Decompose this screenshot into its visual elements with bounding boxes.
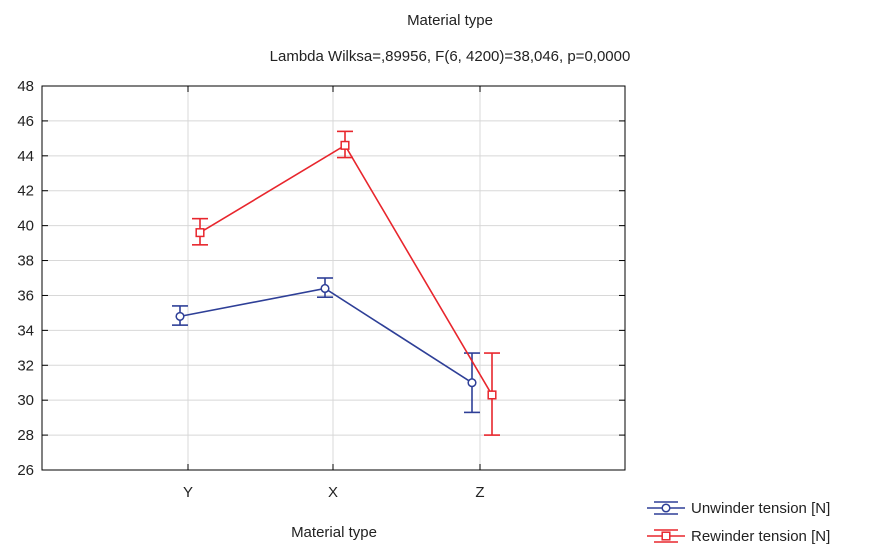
x-axis-label: Material type: [291, 524, 377, 541]
y-tick-label: 30: [17, 392, 34, 409]
data-point: [340, 140, 350, 150]
y-tick-label: 28: [17, 427, 34, 444]
series-line: [199, 144, 493, 396]
x-tick-label: X: [328, 484, 338, 501]
y-tick-label: 38: [17, 253, 34, 270]
series-layer: [172, 130, 500, 436]
legend: Unwinder tension [N] Rewinder tension [N]: [647, 500, 830, 545]
data-point: [320, 283, 330, 294]
x-tick-label: Z: [475, 484, 484, 501]
data-point: [487, 390, 497, 400]
y-tick-label: 40: [17, 218, 34, 235]
axis-layer: 26 28 30 32 34 36 38 40 42 44 46 48 Y X Z: [17, 78, 625, 501]
y-tick-label: 46: [17, 113, 34, 130]
y-tick-label: 42: [17, 183, 34, 200]
data-point: [467, 378, 477, 388]
legend-marker: [661, 531, 671, 541]
y-tick-label: 26: [17, 462, 34, 479]
chart-title: Material type: [407, 12, 493, 29]
x-tick-label: Y: [183, 484, 193, 501]
y-tick-label: 36: [17, 287, 34, 304]
chart-subtitle: Lambda Wilksa=,89956, F(6, 4200)=38,046,…: [270, 48, 631, 65]
data-point: [195, 228, 205, 238]
y-tick-label: 34: [17, 322, 34, 339]
legend-label: Unwinder tension [N]: [691, 500, 830, 517]
legend-label: Rewinder tension [N]: [691, 528, 830, 545]
legend-marker: [661, 503, 671, 513]
data-point: [175, 311, 185, 321]
y-tick-label: 48: [17, 78, 34, 95]
series-line: [179, 287, 473, 384]
grid-layer: [42, 86, 625, 470]
y-tick-label: 32: [17, 357, 34, 374]
y-tick-label: 44: [17, 148, 34, 165]
